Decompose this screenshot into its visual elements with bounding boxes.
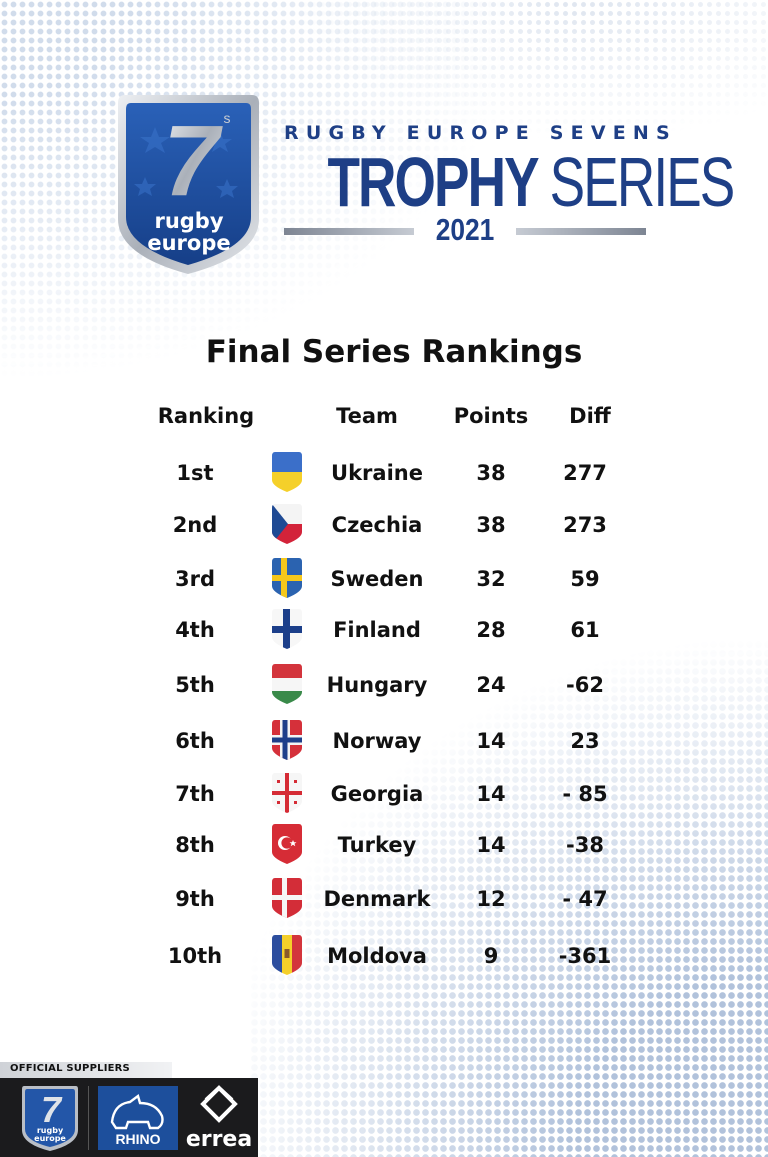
points-cell: 24 <box>476 673 506 697</box>
table-row: 9th Denmark 12 - 47 <box>0 874 768 924</box>
table-row: 10th Moldova 9 -361 <box>0 931 768 981</box>
svg-text:s: s <box>224 110 231 126</box>
rank-cell: 1st <box>176 461 214 485</box>
suppliers-logo-panel: 7 rugby europe RHINO errea <box>0 1078 258 1157</box>
points-cell: 32 <box>476 567 506 591</box>
table-row: 5th Hungary 24 -62 <box>0 660 768 710</box>
diff-cell: 277 <box>563 461 607 485</box>
svg-text:7: 7 <box>41 1089 63 1130</box>
table-row: 4th Finland 28 61 <box>0 605 768 655</box>
series-title: TROPHY SERIES <box>327 143 735 221</box>
svg-text:europe: europe <box>147 231 230 255</box>
errea-logo: errea <box>186 1085 252 1152</box>
team-cell: Finland <box>333 618 421 642</box>
suppliers-label: OFFICIAL SUPPLIERS <box>10 1063 130 1074</box>
points-cell: 14 <box>476 782 506 806</box>
team-cell: Sweden <box>330 567 424 591</box>
ukraine-flag-icon <box>272 452 302 492</box>
points-cell: 12 <box>476 887 506 911</box>
finland-flag-icon <box>272 609 302 649</box>
table-row: 3rd Sweden 32 59 <box>0 554 768 604</box>
suppliers-divider <box>88 1086 89 1150</box>
points-cell: 14 <box>476 833 506 857</box>
denmark-flag-icon <box>272 878 302 918</box>
header-ranking: Ranking <box>157 404 255 428</box>
norway-flag-icon <box>272 720 302 760</box>
rank-cell: 4th <box>175 618 215 642</box>
rank-cell: 8th <box>175 833 215 857</box>
diff-cell: 59 <box>570 567 600 591</box>
moldova-flag-icon <box>272 935 302 975</box>
table-row: 8th Turkey 14 -38 <box>0 820 768 870</box>
turkey-flag-icon <box>272 824 302 864</box>
team-cell: Ukraine <box>331 461 423 485</box>
diff-cell: -361 <box>558 944 612 968</box>
sweden-flag-icon <box>272 558 302 598</box>
rank-cell: 10th <box>167 944 223 968</box>
points-cell: 38 <box>476 513 506 537</box>
team-cell: Norway <box>332 729 422 753</box>
header-diff: Diff <box>569 404 611 428</box>
table-row: 2nd Czechia 38 273 <box>0 500 768 550</box>
rhino-logo: RHINO <box>98 1086 178 1150</box>
svg-text:rugby: rugby <box>154 209 223 233</box>
diff-cell: 23 <box>570 729 600 753</box>
points-cell: 28 <box>476 618 506 642</box>
team-cell: Turkey <box>337 833 417 857</box>
svg-text:rugby: rugby <box>37 1126 64 1135</box>
series-year-row: 2021 <box>284 212 646 247</box>
team-cell: Hungary <box>326 673 428 697</box>
year-divider-right <box>516 228 646 235</box>
svg-text:RHINO: RHINO <box>115 1131 160 1147</box>
points-cell: 38 <box>476 461 506 485</box>
diff-cell: -62 <box>566 673 604 697</box>
page-title: Final Series Rankings <box>205 334 583 370</box>
team-cell: Denmark <box>323 887 431 911</box>
series-kicker: RUGBY EUROPE SEVENS <box>284 122 677 144</box>
czechia-flag-icon <box>272 504 302 544</box>
rank-cell: 7th <box>175 782 215 806</box>
series-title-light: SERIES <box>549 143 736 221</box>
hungary-flag-icon <box>272 664 302 704</box>
diff-cell: 61 <box>570 618 600 642</box>
diff-cell: 273 <box>563 513 607 537</box>
rank-cell: 6th <box>175 729 215 753</box>
svg-text:europe: europe <box>34 1134 66 1143</box>
svg-text:errea: errea <box>186 1127 252 1152</box>
table-row: 7th Georgia 14 - 85 <box>0 769 768 819</box>
diff-cell: - 47 <box>562 887 608 911</box>
svg-text:7: 7 <box>163 105 223 217</box>
rank-cell: 9th <box>175 887 215 911</box>
team-cell: Czechia <box>331 513 423 537</box>
rank-cell: 2nd <box>172 513 218 537</box>
series-year: 2021 <box>435 212 495 247</box>
halftone-background-top-right <box>300 0 768 200</box>
rank-cell: 5th <box>175 673 215 697</box>
diff-cell: -38 <box>566 833 604 857</box>
rugby-europe-sevens-logo: 7 rugby europe <box>22 1086 78 1151</box>
points-cell: 14 <box>476 729 506 753</box>
series-title-bold: TROPHY <box>327 143 538 221</box>
suppliers-label-bar: OFFICIAL SUPPLIERS <box>0 1062 172 1078</box>
rugby-europe-sevens-badge-logo: 7 s rugby europe <box>118 95 259 274</box>
rank-cell: 3rd <box>174 567 215 591</box>
team-cell: Moldova <box>327 944 427 968</box>
official-suppliers: OFFICIAL SUPPLIERS 7 rugby europe RHINO … <box>0 1062 258 1157</box>
header-points: Points <box>453 404 529 428</box>
points-cell: 9 <box>483 944 499 968</box>
table-row: 1st Ukraine 38 277 <box>0 448 768 498</box>
georgia-flag-icon <box>272 773 302 813</box>
diff-cell: - 85 <box>562 782 608 806</box>
team-cell: Georgia <box>330 782 424 806</box>
table-row: 6th Norway 14 23 <box>0 716 768 766</box>
year-divider-left <box>284 228 414 235</box>
halftone-background-bottom-right <box>250 640 768 1157</box>
header-team: Team <box>336 404 398 428</box>
